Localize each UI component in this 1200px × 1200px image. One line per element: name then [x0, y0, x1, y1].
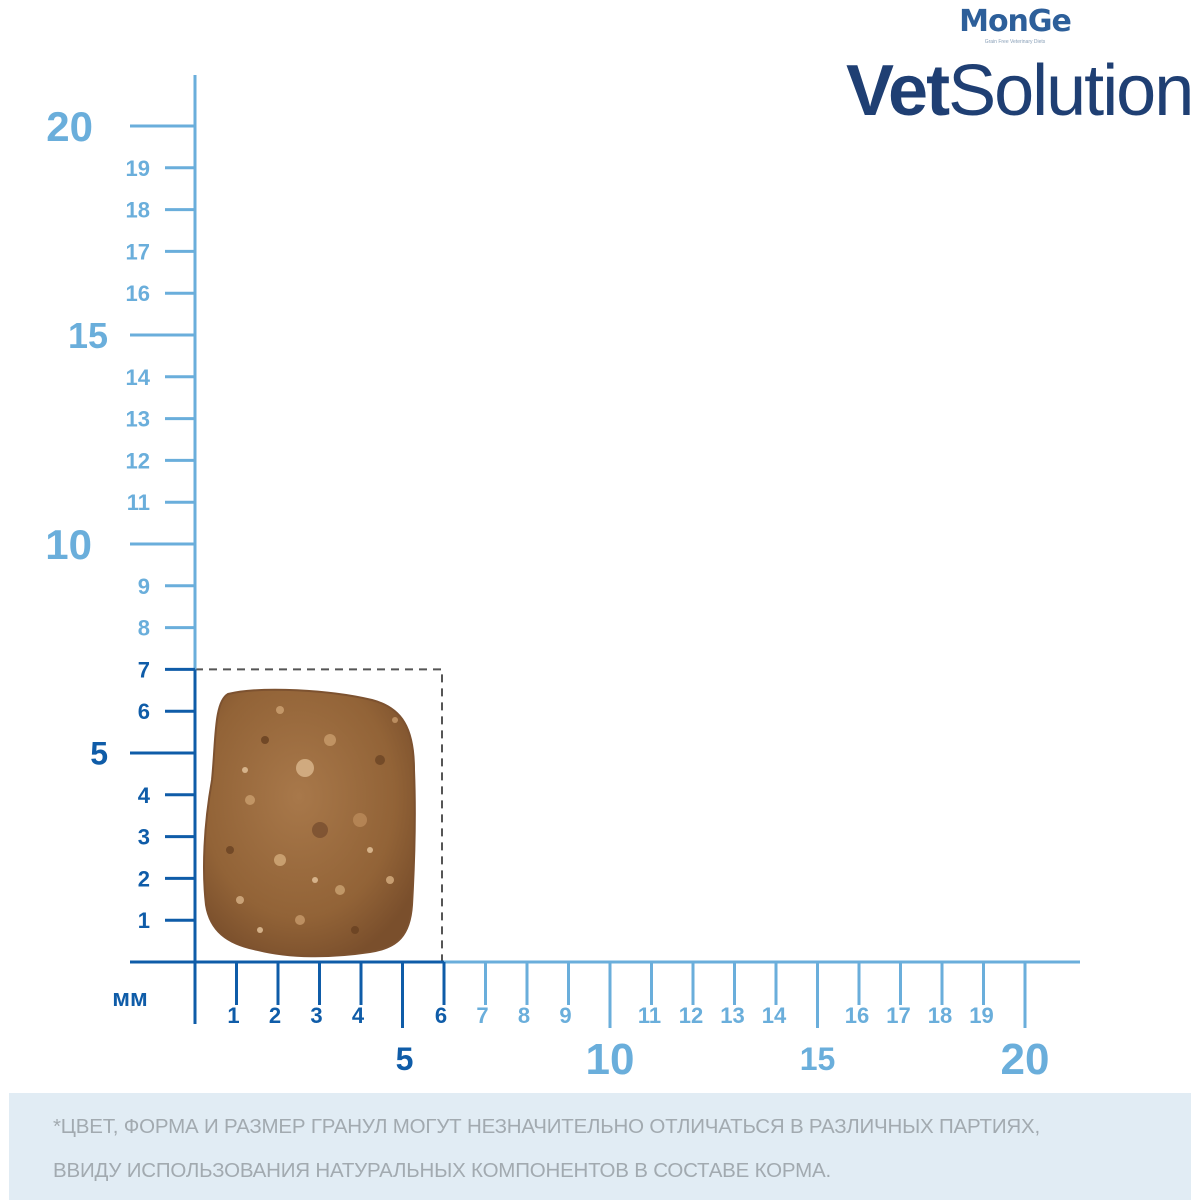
y-label-3: 3: [138, 825, 150, 850]
y-label-2: 2: [138, 866, 150, 891]
y-label-4: 4: [138, 783, 151, 808]
kibble-speck-12: [295, 915, 305, 925]
y-label-6: 6: [138, 699, 150, 724]
x-label-1: 1: [227, 1003, 239, 1028]
kibble-speck-1: [296, 759, 314, 777]
kibble-speck-9: [261, 736, 269, 744]
brand-tagline: Grain Free Veterinary Diets: [984, 39, 1046, 45]
y-label-1: 1: [138, 908, 150, 933]
x-major-label-5: 5: [396, 1041, 414, 1077]
x-major-label-10: 10: [586, 1035, 635, 1084]
x-major-label-15: 15: [800, 1041, 836, 1077]
disclaimer-panel: *ЦВЕТ, ФОРМА И РАЗМЕР ГРАНУЛ МОГУТ НЕЗНА…: [9, 1093, 1191, 1200]
x-label-4: 4: [352, 1003, 365, 1028]
kibble-speck-17: [242, 767, 248, 773]
x-label-13: 13: [720, 1003, 744, 1028]
y-label-11: 11: [127, 490, 150, 515]
x-label-17: 17: [886, 1003, 910, 1028]
kibble-speck-2: [324, 734, 336, 746]
kibble-speck-11: [386, 876, 394, 884]
kibble-granule: [203, 688, 416, 958]
y-label-13: 13: [126, 407, 150, 432]
kibble-speck-16: [392, 717, 398, 723]
x-label-6: 6: [435, 1003, 447, 1028]
kibble-speck-20: [257, 927, 263, 933]
y-label-12: 12: [126, 448, 150, 473]
kibble-speck-14: [351, 926, 359, 934]
x-label-7: 7: [476, 1003, 488, 1028]
kibble-speck-19: [312, 877, 318, 883]
y-label-18: 18: [126, 198, 150, 223]
x-label-12: 12: [679, 1003, 703, 1028]
kibble-speck-3: [245, 795, 255, 805]
y-label-14: 14: [126, 365, 151, 390]
kibble-speck-15: [276, 706, 284, 714]
x-major-label-20: 20: [1001, 1035, 1050, 1084]
x-label-3: 3: [310, 1003, 322, 1028]
kibble-speck-18: [367, 847, 373, 853]
kibble-speck-13: [226, 846, 234, 854]
kibble-speck-10: [312, 822, 328, 838]
y-major-label-5: 5: [90, 736, 108, 772]
kibble-body: [203, 688, 416, 958]
x-label-14: 14: [762, 1003, 787, 1028]
y-major-label-15: 15: [68, 315, 108, 356]
x-label-2: 2: [269, 1003, 281, 1028]
x-label-9: 9: [559, 1003, 571, 1028]
y-label-16: 16: [126, 281, 150, 306]
y-major-label-20: 20: [46, 103, 93, 150]
kibble-speck-4: [353, 813, 367, 827]
unit-label: мм: [112, 985, 148, 1012]
y-label-7: 7: [138, 657, 150, 682]
brand-product: VetSolution: [846, 50, 1194, 132]
brand-product-light: Solution: [948, 51, 1194, 131]
x-label-16: 16: [845, 1003, 869, 1028]
kibble-speck-5: [274, 854, 286, 866]
disclaimer-line-2: ВВИДУ ИСПОЛЬЗОВАНИЯ НАТУРАЛЬНЫХ КОМПОНЕН…: [53, 1159, 831, 1182]
brand-maker: MonGe: [959, 4, 1072, 39]
x-label-19: 19: [969, 1003, 993, 1028]
brand-product-bold: Vet: [846, 51, 950, 131]
x-label-8: 8: [518, 1003, 530, 1028]
x-label-11: 11: [638, 1003, 661, 1028]
kibble-speck-8: [375, 755, 385, 765]
y-major-label-10: 10: [45, 521, 92, 568]
y-label-17: 17: [126, 239, 150, 264]
disclaimer-line-1: *ЦВЕТ, ФОРМА И РАЗМЕР ГРАНУЛ МОГУТ НЕЗНА…: [53, 1115, 1040, 1138]
y-label-19: 19: [126, 156, 150, 181]
kibble-speck-7: [236, 896, 244, 904]
kibble-speck-6: [335, 885, 345, 895]
x-label-18: 18: [928, 1003, 952, 1028]
y-label-8: 8: [138, 616, 150, 641]
y-label-9: 9: [138, 574, 150, 599]
